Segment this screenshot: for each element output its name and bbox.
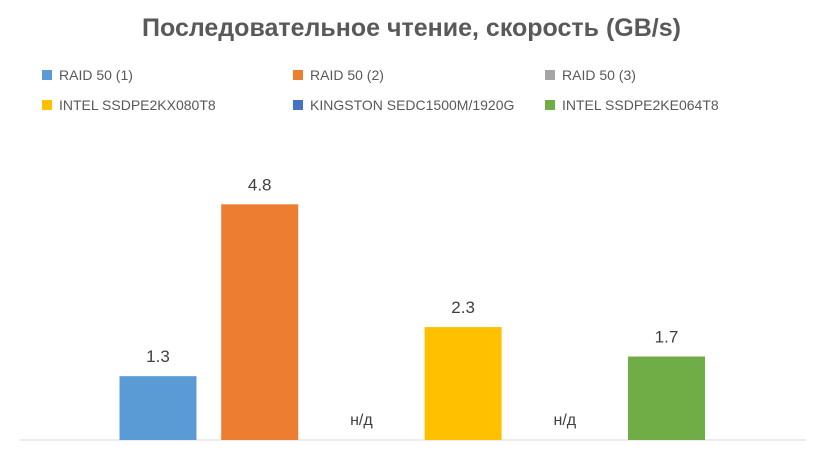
legend-swatch [293,70,303,80]
legend-swatch [42,70,52,80]
bar-raid-50-1 [119,376,197,440]
legend-item-kingston-sedc1500m: KINGSTON SEDC1500M/1920G [293,96,514,114]
legend-swatch [42,100,52,110]
legend-item-intel-kx080t8: INTEL SSDPE2KX080T8 [42,96,216,114]
bar-intel-ssdpe2kx080t8 [424,327,502,440]
legend-item-raid50-1: RAID 50 (1) [42,66,133,84]
legend-label: RAID 50 (1) [59,67,133,83]
legend-label: RAID 50 (2) [310,67,384,83]
legend-label: INTEL SSDPE2KX080T8 [59,97,216,113]
data-label-raid-50-2: 4.8 [248,175,272,194]
na-label-kingston-sedc1500m-1920g: н/д [553,412,576,429]
legend-swatch [293,100,303,110]
na-label-raid-50-3: н/д [350,412,373,429]
chart-title: Последовательное чтение, скорость (GB/s) [142,14,681,42]
legend-swatch [545,100,555,110]
data-label-intel-ssdpe2ke064t8: 1.7 [655,328,679,347]
legend-label: RAID 50 (3) [562,67,636,83]
legend-label: INTEL SSDPE2KE064T8 [562,97,719,113]
bar-intel-ssdpe2ke064t8 [628,356,705,440]
legend-swatch [545,70,555,80]
data-label-intel-ssdpe2kx080t8: 2.3 [451,298,475,317]
legend-item-raid50-3: RAID 50 (3) [545,66,636,84]
bar-raid-50-2 [221,204,299,440]
legend-item-intel-ke064t8: INTEL SSDPE2KE064T8 [545,96,719,114]
legend-item-raid50-2: RAID 50 (2) [293,66,384,84]
data-label-raid-50-1: 1.3 [146,347,170,366]
legend-label: KINGSTON SEDC1500M/1920G [310,97,515,113]
